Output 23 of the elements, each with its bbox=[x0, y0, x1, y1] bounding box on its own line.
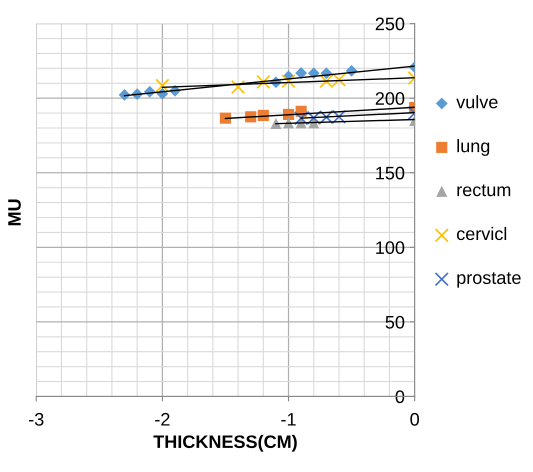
legend-label: rectum bbox=[457, 184, 510, 196]
x-axis-title: THICKNESS(CM) bbox=[153, 434, 297, 452]
y-tick-label: 50 bbox=[386, 316, 404, 329]
point bbox=[230, 80, 246, 94]
x-tick-label: -2 bbox=[155, 412, 170, 426]
y-tick-label: 200 bbox=[376, 92, 404, 105]
legend-label: lung bbox=[457, 139, 490, 156]
point bbox=[256, 74, 270, 90]
legend-label: vulve bbox=[456, 95, 498, 108]
legend-label: prostate bbox=[457, 272, 521, 288]
x-tick-label: 0 bbox=[410, 412, 419, 426]
y-axis-title: MU bbox=[8, 199, 21, 226]
point bbox=[281, 74, 296, 88]
legend-label: cervicl bbox=[456, 226, 506, 240]
point bbox=[270, 118, 282, 129]
point bbox=[220, 112, 232, 124]
x-tick-label: -1 bbox=[281, 413, 296, 426]
y-tick-label: 100 bbox=[376, 241, 404, 254]
y-tick-label: 150 bbox=[376, 166, 404, 180]
point bbox=[295, 67, 308, 79]
y-tick-label: 250 bbox=[376, 18, 404, 30]
point bbox=[155, 78, 170, 93]
x-tick-label: -3 bbox=[29, 412, 44, 426]
